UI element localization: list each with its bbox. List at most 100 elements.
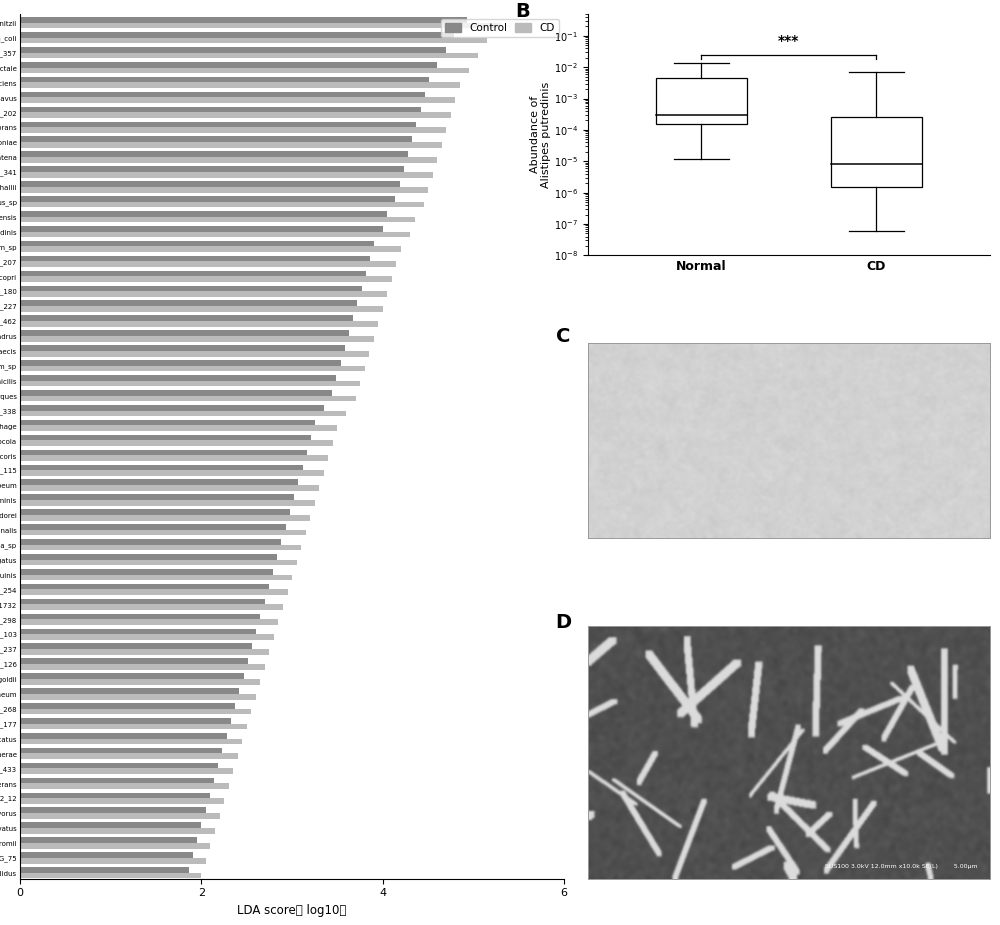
Bar [20, 628, 256, 635]
Bar [20, 500, 315, 506]
Bar [20, 867, 189, 873]
Bar [20, 112, 451, 118]
Bar [20, 255, 370, 262]
Bar [20, 530, 306, 536]
Bar [831, 117, 922, 187]
Bar [20, 405, 324, 411]
Bar [20, 411, 346, 416]
Bar [20, 733, 227, 738]
Bar [20, 450, 307, 455]
Bar [20, 306, 383, 312]
Bar [20, 470, 324, 475]
Bar [20, 778, 214, 783]
Bar [20, 793, 210, 798]
Bar [20, 738, 242, 745]
Bar [20, 485, 319, 491]
Bar [20, 291, 387, 297]
Text: B: B [515, 2, 530, 20]
Bar [20, 873, 201, 879]
Bar [20, 783, 229, 789]
Bar [20, 837, 197, 843]
Bar [20, 301, 357, 306]
Bar [20, 798, 224, 804]
Bar [20, 574, 292, 580]
Bar [20, 822, 201, 828]
Bar [20, 545, 301, 550]
Bar [20, 23, 501, 29]
Bar [20, 97, 455, 103]
Bar [20, 464, 303, 470]
Bar [20, 584, 269, 589]
Bar [20, 152, 408, 157]
Bar [20, 589, 288, 595]
Bar [20, 351, 369, 356]
Text: ***: *** [778, 34, 800, 48]
Bar [20, 360, 341, 365]
Text: SUS100 3.0kV 12.0mm x10.0k SE(L)        5.00μm: SUS100 3.0kV 12.0mm x10.0k SE(L) 5.00μm [825, 864, 978, 869]
Bar [20, 172, 433, 178]
Bar [20, 106, 421, 112]
Bar [20, 277, 392, 282]
Bar [20, 246, 401, 253]
Bar [20, 620, 278, 625]
Bar [20, 166, 404, 172]
Bar [20, 181, 400, 187]
Bar [20, 649, 269, 655]
Bar [20, 754, 238, 759]
Y-axis label: Abundance of
Alistipes putredinis: Abundance of Alistipes putredinis [530, 81, 551, 188]
Bar [20, 673, 244, 679]
Bar [20, 196, 395, 202]
Bar [20, 216, 415, 222]
Bar [20, 121, 416, 128]
Bar [20, 688, 239, 694]
Bar [20, 390, 332, 396]
Bar [20, 62, 437, 68]
Bar [20, 747, 222, 754]
Bar [20, 808, 206, 813]
Legend: Control, CD: Control, CD [441, 19, 559, 37]
Bar [20, 598, 265, 604]
Bar [20, 479, 298, 485]
Bar [20, 420, 315, 426]
Bar [20, 613, 260, 620]
Bar [20, 426, 337, 431]
Bar [20, 455, 328, 461]
Bar [20, 137, 412, 142]
Bar [20, 857, 206, 864]
Bar [20, 718, 231, 723]
Bar [20, 271, 366, 277]
Bar [20, 659, 248, 664]
Bar [20, 92, 425, 97]
Bar [20, 32, 454, 38]
Bar [20, 53, 478, 58]
Bar [20, 321, 378, 327]
Bar [20, 262, 396, 267]
Bar [20, 396, 356, 401]
Bar [20, 769, 233, 774]
Bar [20, 560, 297, 565]
Bar [20, 128, 446, 133]
Bar [20, 68, 469, 73]
Bar [20, 18, 467, 23]
Bar [20, 38, 487, 43]
Bar [20, 843, 210, 848]
Bar [20, 813, 220, 819]
Bar [20, 828, 215, 833]
Bar [20, 226, 383, 231]
Bar [20, 47, 446, 53]
Bar [20, 604, 283, 610]
Bar [20, 330, 349, 336]
Bar [20, 375, 336, 381]
Bar [20, 494, 294, 500]
Bar [20, 524, 286, 530]
Bar [20, 703, 235, 709]
Bar [20, 435, 311, 440]
Bar [20, 187, 428, 192]
Bar [20, 510, 290, 515]
Bar [20, 569, 273, 574]
Bar [20, 635, 274, 640]
Bar [20, 515, 310, 521]
Text: D: D [556, 613, 572, 632]
Bar [20, 336, 374, 341]
Bar [20, 763, 218, 769]
